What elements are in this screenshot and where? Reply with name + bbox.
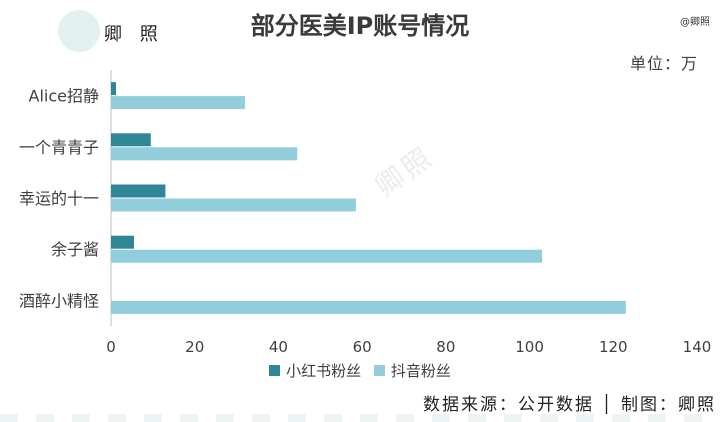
watermark-tag: @卿照 [680, 17, 710, 28]
category-label: 酒醉小精怪 [19, 291, 99, 310]
bar-series2-2 [111, 198, 356, 212]
x-tick-label: 120 [599, 338, 628, 356]
logo-mark [58, 10, 100, 52]
x-tick-label: 60 [353, 338, 372, 356]
x-tick-label: 140 [683, 338, 712, 356]
bar-series1-1 [111, 133, 151, 147]
bar-series2-0 [111, 96, 245, 110]
bar-series2-3 [111, 249, 543, 263]
bar-series2-1 [111, 147, 298, 161]
x-tick-label: 0 [106, 338, 116, 356]
legend-label-series2: 抖音粉丝 [390, 362, 451, 380]
bar-series1-0 [111, 82, 117, 96]
bar-series1-3 [111, 235, 135, 249]
x-tick-label: 80 [436, 338, 455, 356]
x-tick-label: 20 [185, 338, 204, 356]
category-label: 一个青青子 [19, 138, 99, 157]
bar-series1-2 [111, 184, 166, 198]
category-label: 幸运的十一 [19, 189, 99, 208]
bottom-strip [0, 414, 720, 422]
category-label: 余子酱 [51, 240, 99, 259]
source-note: 数据来源：公开数据 │ 制图：卿照 [422, 395, 716, 415]
x-tick-label: 100 [515, 338, 544, 356]
legend-item-series1: 小红书粉丝 [269, 360, 361, 381]
x-tick-label: 40 [269, 338, 288, 356]
category-label: Alice招静 [29, 87, 99, 106]
chart-title: 部分医美IP账号情况 [250, 12, 470, 40]
legend-item-series2: 抖音粉丝 [373, 360, 451, 381]
legend-swatch-series1 [269, 365, 281, 376]
unit-label: 单位：万 [629, 54, 698, 73]
logo-text: 卿 照 [104, 24, 164, 45]
bar-series2-4 [111, 300, 626, 314]
legend-swatch-series2 [373, 365, 385, 376]
legend: 小红书粉丝 抖音粉丝 [0, 360, 720, 381]
legend-label-series1: 小红书粉丝 [286, 362, 362, 380]
